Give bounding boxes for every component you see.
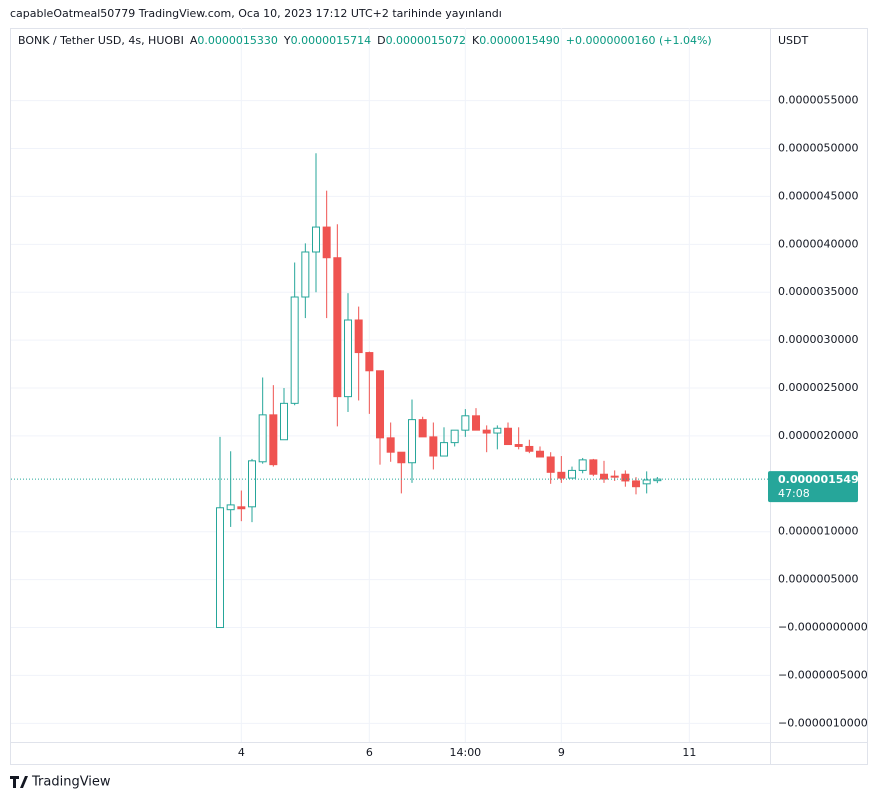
candle-body — [290, 296, 299, 404]
candle-body — [472, 415, 481, 431]
candle-body — [376, 370, 385, 439]
axis-header-bg — [771, 29, 867, 59]
grid — [11, 28, 770, 742]
candle-body — [632, 480, 641, 488]
legend-key: D — [377, 34, 385, 47]
candle-body — [578, 459, 587, 471]
candle-body — [237, 506, 246, 510]
legend-key: A — [190, 34, 198, 47]
y-tick-label: 0.0000050000 — [778, 142, 858, 155]
y-tick-label: 0.0000040000 — [778, 237, 858, 250]
y-tick-label: 0.0000035000 — [778, 285, 858, 298]
candle-body — [216, 507, 224, 629]
candle-body — [504, 427, 513, 446]
x-tick-label: 11 — [682, 746, 696, 759]
candle-body — [568, 469, 577, 479]
candle-body — [354, 319, 363, 354]
chart-frame — [10, 28, 868, 765]
candle-body — [408, 419, 417, 464]
x-tick-label: 9 — [558, 746, 565, 759]
candle-body — [493, 427, 502, 434]
candle-body — [482, 429, 491, 434]
y-tick-label: 0.0000025000 — [778, 381, 858, 394]
legend-value: 0.0000015714 — [291, 34, 371, 47]
candle-body — [653, 478, 662, 482]
candle-body — [280, 402, 289, 441]
candle-body — [429, 436, 438, 457]
candle-body — [301, 251, 310, 298]
candle-body — [418, 419, 427, 438]
candle-body — [525, 445, 534, 452]
last-price-box — [768, 471, 858, 503]
candle-body — [461, 415, 470, 431]
x-tick-label: 6 — [366, 746, 373, 759]
y-tick-label: −0.0000010000 — [778, 716, 868, 729]
published-note: capableOatmeal50779 TradingView.com, Oca… — [10, 7, 502, 20]
y-tick-label: 0.0000030000 — [778, 333, 858, 346]
y-tick-label: 0.0000005000 — [778, 573, 858, 586]
legend-key: K — [472, 34, 480, 47]
y-tick-label: −0.0000000000 — [778, 621, 868, 634]
brand: TradingView — [31, 775, 111, 790]
legend-value: 0.0000015072 — [386, 34, 466, 47]
y-tick-label: 0.0000055000 — [778, 94, 858, 107]
currency: USDT — [778, 34, 809, 47]
symbol: BONK / Tether USD, 4s, HUOBI — [18, 34, 184, 47]
x-tick-label: 14:00 — [449, 746, 481, 759]
candle-body — [269, 414, 278, 466]
candle-body — [248, 460, 257, 508]
candle-body — [600, 473, 609, 480]
legend-change: +0.0000000160 (+1.04%) — [566, 34, 712, 47]
legend-key: Y — [283, 34, 291, 47]
legend: BONK / Tether USD, 4s, HUOBI A0.000001533… — [18, 34, 712, 47]
last-price-label: 0.0000015490 — [778, 473, 867, 486]
candle-body — [333, 257, 342, 398]
y-tick-label: 0.0000020000 — [778, 429, 858, 442]
candle-body — [322, 226, 331, 259]
candle-body — [621, 473, 630, 482]
x-tick-label: 4 — [238, 746, 245, 759]
candle-body — [365, 352, 374, 372]
legend-value: 0.0000015330 — [197, 34, 277, 47]
candle-body — [450, 429, 459, 444]
candle-body — [589, 459, 598, 475]
candles — [216, 153, 662, 629]
candle-body — [610, 475, 619, 478]
candle-body — [312, 226, 321, 253]
y-tick-label: −0.0000005000 — [778, 668, 868, 681]
candle-body — [514, 444, 523, 447]
candle-body — [344, 319, 353, 398]
candle-body — [536, 450, 545, 458]
candle-body — [557, 471, 566, 479]
y-tick-label: 0.0000045000 — [778, 189, 858, 202]
candle-body — [258, 414, 267, 463]
candle-body — [226, 504, 235, 511]
candle-body — [386, 437, 395, 453]
footer-logo — [10, 776, 28, 788]
legend-value: 0.0000015490 — [479, 34, 559, 47]
countdown: 47:08 — [778, 487, 810, 500]
candle-body — [397, 451, 406, 464]
candle-body — [642, 479, 651, 485]
y-tick-label: 0.0000010000 — [778, 525, 858, 538]
candle-body — [546, 456, 555, 473]
candle-body — [440, 442, 449, 457]
